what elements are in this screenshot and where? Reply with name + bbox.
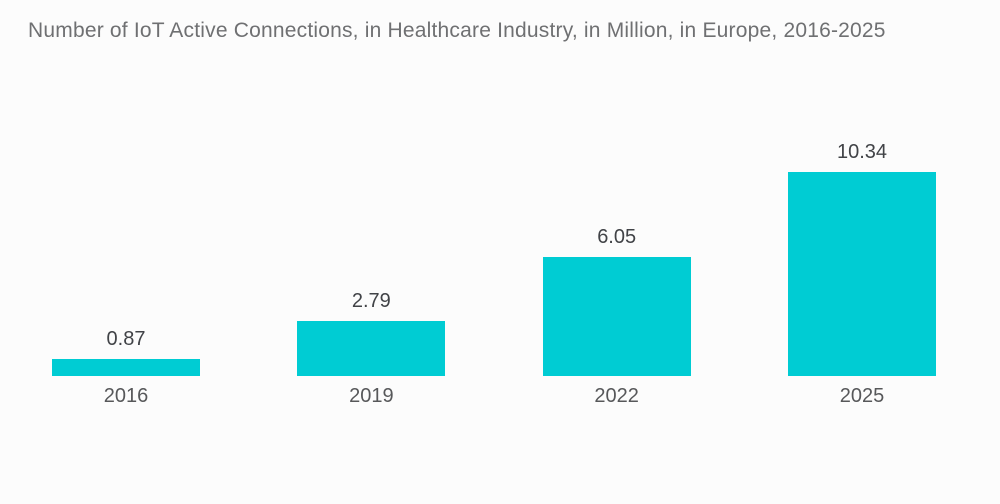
- bar-chart-plot-area: 0.87 2.79 6.05 10.34: [52, 0, 936, 376]
- bar-column: 2.79: [297, 290, 446, 376]
- chart-title: Number of IoT Active Connections, in Hea…: [28, 19, 886, 42]
- bar-value-label: 2.79: [351, 290, 391, 312]
- bar: [787, 172, 936, 376]
- x-axis-tick-label: 2016: [103, 385, 149, 407]
- bar-value-label: 0.87: [106, 328, 146, 350]
- x-axis: 2016 2019 2022 2025: [52, 385, 936, 408]
- bar-value-label: 10.34: [836, 141, 888, 163]
- x-axis-tick-label: 2022: [594, 385, 639, 407]
- bar-column: 10.34: [787, 141, 936, 376]
- x-axis-tick-label: 2019: [349, 385, 394, 407]
- bar: [542, 257, 691, 376]
- bar-value-label: 6.05: [597, 226, 637, 248]
- bar: [52, 359, 200, 376]
- bar-column: 6.05: [542, 226, 691, 376]
- bar-column: 0.87: [52, 328, 200, 376]
- bar: [297, 321, 446, 376]
- x-axis-tick-label: 2025: [839, 385, 885, 407]
